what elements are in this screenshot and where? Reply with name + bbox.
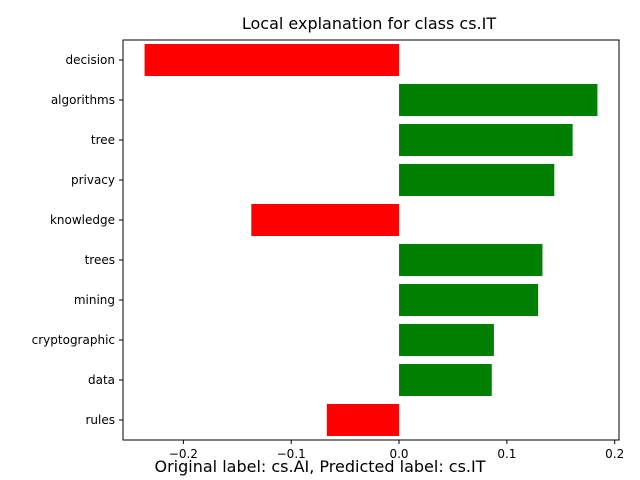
x-tick-label: 0.0 xyxy=(389,447,408,461)
y-tick-label: decision xyxy=(66,53,115,67)
chart-title: Local explanation for class cs.IT xyxy=(242,14,497,33)
x-tick-label: 0.1 xyxy=(497,447,516,461)
x-tick-label: −0.1 xyxy=(277,447,306,461)
bar-algorithms xyxy=(399,84,598,116)
y-tick-label: rules xyxy=(85,413,115,427)
y-tick-label: data xyxy=(88,373,115,387)
label-caption: Original label: cs.AI, Predicted label: … xyxy=(154,457,486,476)
y-tick-label: cryptographic xyxy=(32,333,115,347)
bar-data xyxy=(399,364,492,396)
plot-frame xyxy=(122,39,620,441)
x-axis: −0.2 −0.1 0.0 0.1 0.2 xyxy=(169,440,624,461)
y-tick-label: trees xyxy=(85,253,115,267)
bar-trees xyxy=(399,244,543,276)
x-tick-label: 0.2 xyxy=(605,447,624,461)
y-axis: decision algorithms tree privacy knowledge tr… xyxy=(32,53,123,427)
y-tick-label: algorithms xyxy=(51,93,115,107)
bar-rules xyxy=(326,404,400,436)
bar-decision xyxy=(144,44,400,76)
bar-cryptographic xyxy=(399,324,494,356)
y-tick-label: mining xyxy=(74,293,115,307)
bar-privacy xyxy=(399,164,555,196)
y-tick-label: privacy xyxy=(71,173,115,187)
bar-mining xyxy=(399,284,539,316)
bar-group xyxy=(144,44,598,436)
y-tick-label: tree xyxy=(91,133,115,147)
bar-knowledge xyxy=(251,204,400,236)
x-tick-label: −0.2 xyxy=(169,447,198,461)
y-tick-label: knowledge xyxy=(50,213,115,227)
bar-tree xyxy=(399,124,573,156)
